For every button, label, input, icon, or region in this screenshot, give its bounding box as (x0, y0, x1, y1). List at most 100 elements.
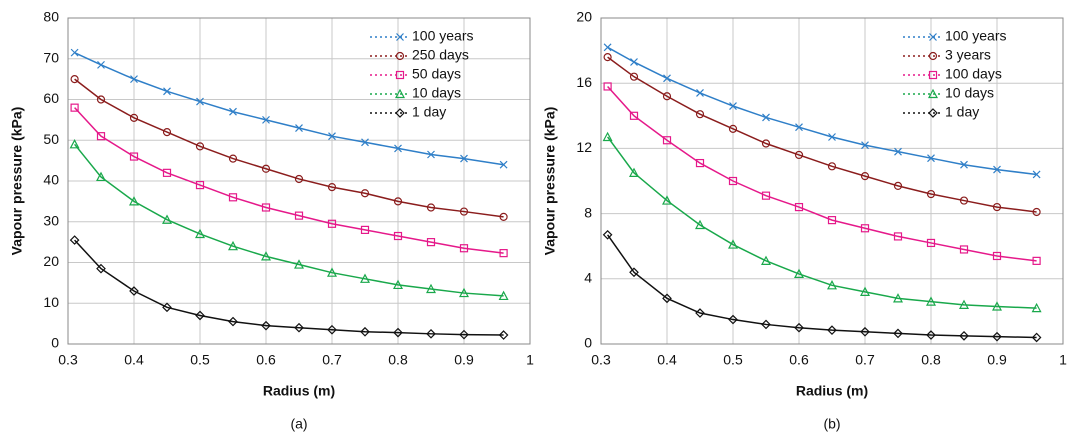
marker (926, 296, 936, 306)
marker (828, 133, 836, 141)
marker (926, 330, 936, 340)
x-tick-label: 0.5 (190, 352, 210, 368)
marker (860, 224, 870, 233)
marker (728, 239, 738, 249)
marker (498, 330, 509, 340)
y-tick-label: 0 (51, 335, 59, 351)
marker (426, 283, 436, 294)
marker (794, 202, 804, 212)
legend-label: 250 days (412, 47, 469, 63)
marker (129, 152, 139, 161)
marker (926, 238, 936, 248)
y-tick-label: 20 (576, 9, 592, 25)
marker (662, 195, 672, 205)
legend-label: 100 days (945, 66, 1002, 82)
marker (761, 139, 771, 148)
marker (459, 244, 469, 253)
marker (861, 141, 869, 150)
marker (426, 203, 436, 212)
plot-frame (67, 17, 531, 345)
marker (603, 82, 612, 91)
y-tick-label: 30 (43, 212, 59, 228)
marker (162, 128, 172, 137)
marker (498, 290, 509, 301)
y-tick-label: 70 (43, 49, 59, 65)
marker (96, 95, 106, 104)
marker (761, 191, 771, 200)
y-tick-label: 10 (43, 294, 59, 310)
y-tick-label: 60 (43, 90, 59, 106)
marker (992, 251, 1002, 261)
marker (1031, 302, 1042, 313)
plot-frame (600, 17, 1064, 345)
marker (261, 164, 271, 173)
marker (229, 107, 237, 116)
y-axis-label: Vapour pressure (kPa) (542, 107, 558, 256)
marker (729, 102, 737, 110)
marker (762, 113, 770, 122)
series-line (74, 51, 504, 166)
marker (499, 249, 508, 258)
marker (926, 189, 936, 199)
marker (395, 51, 405, 61)
marker (360, 273, 370, 283)
x-tick-label: 0.4 (657, 352, 677, 368)
marker (992, 331, 1002, 342)
marker (96, 263, 106, 274)
legend-label: 1 day (945, 104, 979, 120)
marker (992, 301, 1002, 311)
marker (761, 319, 771, 330)
marker (394, 144, 402, 153)
marker (393, 279, 403, 290)
y-tick-label: 4 (584, 270, 592, 286)
y-tick-label: 40 (43, 172, 59, 188)
marker (261, 203, 271, 212)
legend-label: 1 day (412, 104, 446, 120)
marker (97, 60, 105, 69)
marker (893, 293, 903, 303)
marker (426, 328, 436, 339)
marker (663, 74, 671, 83)
marker (427, 150, 435, 159)
series-line (74, 239, 504, 336)
marker (294, 211, 304, 220)
series-line (606, 136, 1037, 309)
marker (129, 113, 139, 122)
marker (827, 280, 837, 290)
marker (360, 225, 370, 234)
marker (129, 196, 139, 206)
caption: (a) (290, 416, 307, 432)
marker (295, 124, 303, 132)
marker (827, 162, 837, 171)
x-tick-label: 0.3 (591, 352, 611, 368)
x-tick-label: 0.4 (124, 352, 144, 368)
marker (70, 75, 79, 84)
marker (499, 160, 508, 169)
marker (395, 88, 405, 99)
marker (395, 108, 405, 118)
series-line (606, 234, 1037, 339)
y-tick-label: 20 (43, 253, 59, 269)
marker (893, 181, 903, 190)
marker (827, 216, 837, 225)
marker (129, 286, 139, 296)
marker (360, 326, 370, 337)
x-tick-label: 0.6 (789, 352, 809, 368)
marker (929, 33, 937, 41)
marker (728, 124, 738, 133)
marker (893, 328, 903, 339)
marker (459, 207, 469, 216)
marker (629, 111, 639, 120)
marker (1032, 170, 1041, 179)
marker (96, 132, 106, 141)
marker (794, 268, 804, 279)
marker (195, 228, 205, 239)
marker (860, 286, 870, 296)
legend-label: 10 days (412, 85, 461, 101)
marker (162, 214, 172, 224)
y-tick-label: 50 (43, 131, 59, 147)
marker (629, 267, 639, 278)
marker (393, 197, 403, 206)
marker (361, 138, 369, 147)
